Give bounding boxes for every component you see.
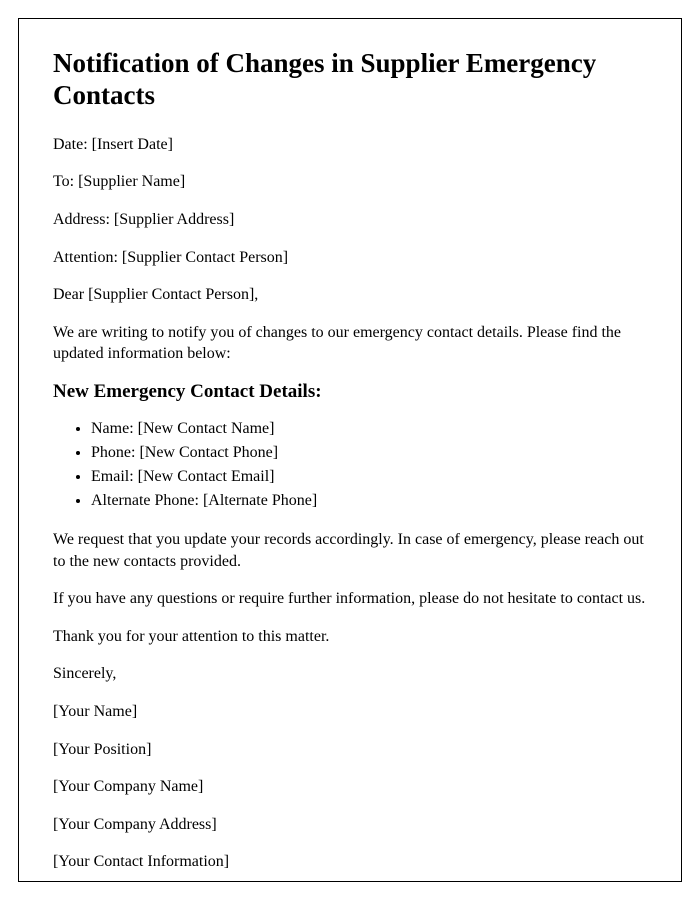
questions-paragraph: If you have any questions or require fur… bbox=[53, 588, 647, 610]
document-container: Notification of Changes in Supplier Emer… bbox=[18, 18, 682, 882]
address-line: Address: [Supplier Address] bbox=[53, 209, 647, 231]
list-item: Name: [New Contact Name] bbox=[91, 417, 647, 441]
signature-company-name: [Your Company Name] bbox=[53, 776, 647, 798]
signature-contact-info: [Your Contact Information] bbox=[53, 851, 647, 873]
contact-details-list: Name: [New Contact Name] Phone: [New Con… bbox=[91, 417, 647, 513]
list-item: Alternate Phone: [Alternate Phone] bbox=[91, 489, 647, 513]
salutation: Dear [Supplier Contact Person], bbox=[53, 284, 647, 306]
to-line: To: [Supplier Name] bbox=[53, 171, 647, 193]
intro-paragraph: We are writing to notify you of changes … bbox=[53, 322, 647, 365]
request-paragraph: We request that you update your records … bbox=[53, 529, 647, 572]
attention-line: Attention: [Supplier Contact Person] bbox=[53, 247, 647, 269]
closing: Sincerely, bbox=[53, 663, 647, 685]
list-item: Email: [New Contact Email] bbox=[91, 465, 647, 489]
signature-name: [Your Name] bbox=[53, 701, 647, 723]
signature-company-address: [Your Company Address] bbox=[53, 814, 647, 836]
section-heading: New Emergency Contact Details: bbox=[53, 381, 647, 403]
date-line: Date: [Insert Date] bbox=[53, 134, 647, 156]
signature-position: [Your Position] bbox=[53, 739, 647, 761]
list-item: Phone: [New Contact Phone] bbox=[91, 441, 647, 465]
thanks-paragraph: Thank you for your attention to this mat… bbox=[53, 626, 647, 648]
document-title: Notification of Changes in Supplier Emer… bbox=[53, 47, 647, 112]
